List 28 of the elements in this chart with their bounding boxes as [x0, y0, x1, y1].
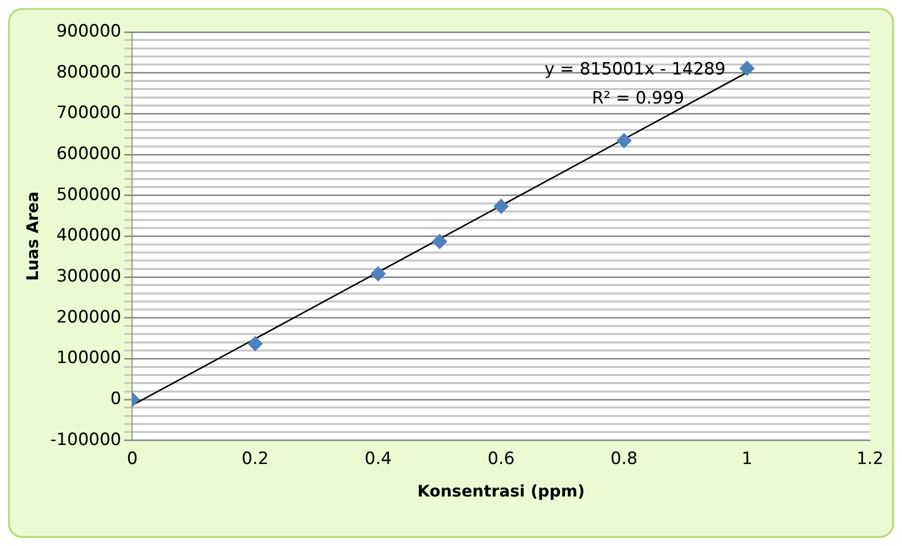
y-tick-label: 900000: [56, 21, 122, 42]
x-tick-label: 0.2: [242, 449, 269, 470]
x-tick-label: 0.6: [488, 449, 515, 470]
x-tick-label: 0.4: [364, 449, 392, 470]
y-tick-label: -100000: [50, 430, 122, 450]
x-tick-label: 1: [742, 449, 752, 470]
y-tick-label: 400000: [56, 226, 122, 246]
x-tick-label: 0: [126, 449, 138, 470]
y-tick-label: 800000: [56, 62, 122, 82]
point: [248, 336, 263, 352]
y-tick-label: 700000: [56, 103, 122, 124]
x-tick-label: 1.2: [856, 449, 884, 470]
point: [370, 266, 386, 282]
y-tick-label: 600000: [56, 144, 122, 164]
x-tick-label: 0.8: [610, 449, 638, 470]
y-tick-label: 100000: [56, 348, 122, 368]
point: [740, 60, 755, 76]
x-axis-title: Konsentrasi (ppm): [417, 482, 585, 501]
y-tick-label: 500000: [56, 184, 122, 205]
annotation: y = 815001x - 14289: [544, 59, 726, 80]
y-tick-label: 0: [110, 388, 122, 409]
annotation: R² = 0.999: [592, 88, 684, 108]
y-tick-label: 200000: [56, 307, 122, 328]
point: [494, 198, 509, 214]
point: [616, 133, 632, 148]
y-tick-label: 300000: [56, 266, 122, 286]
y-axis-title: Luas Area: [22, 191, 42, 281]
point: [432, 234, 448, 250]
